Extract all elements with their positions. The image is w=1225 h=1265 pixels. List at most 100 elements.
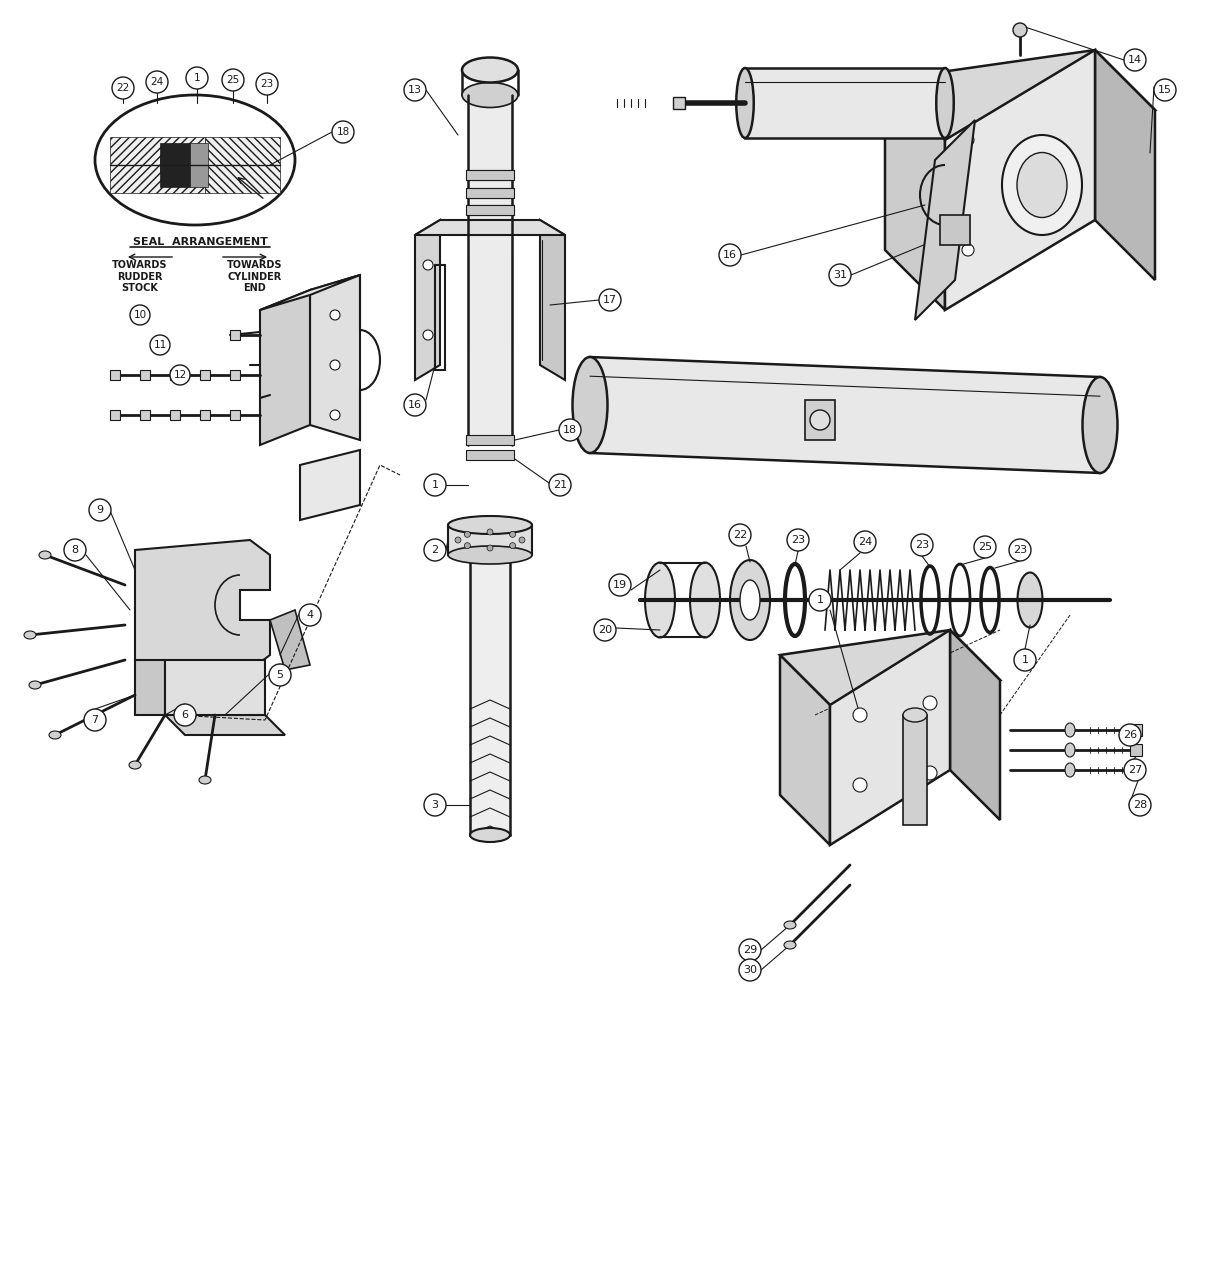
Bar (170, 410, 180, 420)
Ellipse shape (129, 762, 141, 769)
Bar (903, 715, 927, 825)
Circle shape (1118, 724, 1140, 746)
Text: 24: 24 (858, 538, 872, 546)
Text: SEAL  ARRANGEMENT: SEAL ARRANGEMENT (132, 237, 267, 247)
Circle shape (170, 366, 190, 385)
Circle shape (64, 539, 86, 560)
Ellipse shape (448, 516, 532, 534)
Circle shape (488, 545, 492, 552)
Circle shape (1125, 49, 1147, 71)
Text: 4: 4 (306, 610, 314, 620)
Circle shape (911, 534, 933, 557)
Bar (1129, 764, 1142, 775)
Text: 28: 28 (1133, 799, 1147, 810)
Text: 10: 10 (134, 310, 147, 320)
Polygon shape (915, 120, 975, 320)
Ellipse shape (470, 829, 510, 842)
Ellipse shape (1065, 724, 1076, 737)
Polygon shape (884, 51, 1155, 140)
Polygon shape (540, 220, 565, 380)
Ellipse shape (1017, 153, 1067, 218)
Circle shape (549, 474, 571, 496)
Text: 13: 13 (408, 85, 421, 95)
Text: 18: 18 (564, 425, 577, 435)
Text: 11: 11 (153, 340, 167, 350)
Bar (140, 410, 149, 420)
Text: 1: 1 (1022, 655, 1029, 665)
Text: 24: 24 (151, 77, 164, 87)
Ellipse shape (784, 921, 796, 929)
Circle shape (330, 410, 341, 420)
Bar (1129, 724, 1142, 736)
Bar (466, 188, 514, 199)
Polygon shape (951, 630, 1000, 820)
Bar (110, 369, 120, 380)
Circle shape (810, 410, 831, 430)
Circle shape (85, 708, 107, 731)
Bar (468, 95, 512, 445)
Circle shape (424, 539, 446, 560)
Polygon shape (135, 540, 270, 670)
Circle shape (404, 393, 426, 416)
Ellipse shape (448, 546, 532, 564)
Bar (466, 450, 514, 460)
Text: 21: 21 (552, 479, 567, 490)
Ellipse shape (572, 357, 608, 453)
Text: 22: 22 (116, 83, 130, 94)
Circle shape (599, 288, 621, 311)
Ellipse shape (646, 563, 675, 638)
Circle shape (729, 524, 751, 546)
Circle shape (423, 261, 432, 269)
Polygon shape (110, 137, 205, 194)
Text: 1: 1 (817, 595, 823, 605)
Circle shape (559, 419, 581, 441)
Circle shape (962, 244, 974, 256)
Circle shape (854, 531, 876, 553)
Circle shape (786, 529, 809, 552)
Bar (160, 143, 190, 187)
Bar (230, 330, 240, 340)
Ellipse shape (1065, 763, 1076, 777)
Circle shape (149, 335, 170, 355)
Circle shape (853, 708, 867, 722)
Text: TOWARDS
RUDDER
STOCK: TOWARDS RUDDER STOCK (113, 261, 168, 293)
Circle shape (454, 538, 461, 543)
Polygon shape (135, 660, 165, 715)
Circle shape (808, 589, 831, 611)
Text: 5: 5 (277, 670, 283, 681)
Polygon shape (165, 715, 285, 735)
Text: 22: 22 (733, 530, 747, 540)
Circle shape (332, 121, 354, 143)
Circle shape (1154, 78, 1176, 101)
Ellipse shape (462, 82, 518, 108)
Circle shape (256, 73, 278, 95)
Circle shape (330, 310, 341, 320)
Circle shape (174, 705, 196, 726)
Bar (470, 555, 510, 835)
Text: 18: 18 (337, 126, 349, 137)
Ellipse shape (736, 68, 753, 138)
Text: 16: 16 (408, 400, 421, 410)
Circle shape (1009, 539, 1031, 560)
Ellipse shape (24, 631, 36, 639)
Bar (140, 369, 149, 380)
Polygon shape (300, 450, 360, 520)
Circle shape (1129, 794, 1152, 816)
Text: 16: 16 (723, 250, 737, 261)
Text: 12: 12 (174, 369, 186, 380)
Circle shape (111, 77, 134, 99)
Circle shape (186, 67, 208, 89)
Text: 20: 20 (598, 625, 612, 635)
Circle shape (1125, 759, 1147, 781)
Polygon shape (780, 630, 1000, 705)
Polygon shape (940, 215, 970, 245)
Text: TOWARDS
CYLINDER
END: TOWARDS CYLINDER END (228, 261, 283, 293)
Text: 9: 9 (97, 505, 104, 515)
Ellipse shape (936, 68, 954, 138)
Polygon shape (205, 137, 281, 194)
Circle shape (464, 543, 470, 549)
Text: 23: 23 (1013, 545, 1027, 555)
Ellipse shape (39, 552, 51, 559)
Circle shape (962, 134, 974, 145)
Polygon shape (270, 610, 310, 670)
